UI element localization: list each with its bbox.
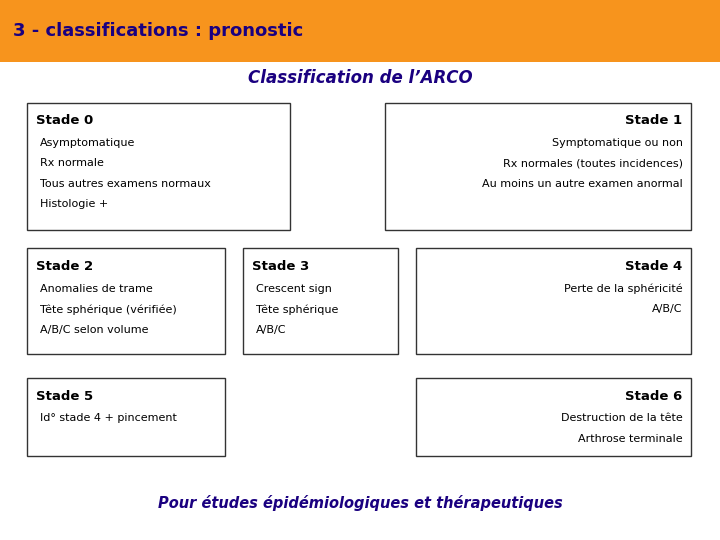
Text: Stade 4: Stade 4: [625, 260, 683, 273]
Text: Arthrose terminale: Arthrose terminale: [578, 434, 683, 444]
Text: A/B/C selon volume: A/B/C selon volume: [40, 325, 149, 335]
Text: Stade 1: Stade 1: [626, 114, 683, 127]
FancyBboxPatch shape: [416, 378, 691, 456]
Text: Rx normale: Rx normale: [40, 158, 104, 168]
Text: Pour études épidémiologiques et thérapeutiques: Pour études épidémiologiques et thérapeu…: [158, 495, 562, 511]
Text: Stade 2: Stade 2: [36, 260, 93, 273]
Text: 3 - classifications : pronostic: 3 - classifications : pronostic: [13, 22, 303, 40]
FancyBboxPatch shape: [27, 378, 225, 456]
Text: Histologie +: Histologie +: [40, 199, 109, 210]
FancyBboxPatch shape: [0, 0, 720, 62]
Text: Crescent sign: Crescent sign: [256, 284, 332, 294]
FancyBboxPatch shape: [385, 103, 691, 230]
Text: Tête sphérique (vérifiée): Tête sphérique (vérifiée): [40, 304, 177, 314]
FancyBboxPatch shape: [27, 248, 225, 354]
Text: Tous autres examens normaux: Tous autres examens normaux: [40, 179, 211, 189]
Text: Destruction de la tête: Destruction de la tête: [561, 413, 683, 423]
FancyBboxPatch shape: [416, 248, 691, 354]
Text: Stade 3: Stade 3: [252, 260, 310, 273]
Text: Anomalies de trame: Anomalies de trame: [40, 284, 153, 294]
FancyBboxPatch shape: [27, 103, 290, 230]
Text: Au moins un autre examen anormal: Au moins un autre examen anormal: [482, 179, 683, 189]
Text: Tête sphérique: Tête sphérique: [256, 304, 338, 314]
Text: A/B/C: A/B/C: [256, 325, 287, 335]
Text: Symptomatique ou non: Symptomatique ou non: [552, 138, 683, 148]
Text: Asymptomatique: Asymptomatique: [40, 138, 135, 148]
Text: Id° stade 4 + pincement: Id° stade 4 + pincement: [40, 413, 177, 423]
Text: Perte de la sphéricité: Perte de la sphéricité: [564, 284, 683, 294]
FancyBboxPatch shape: [243, 248, 398, 354]
Text: Classification de l’ARCO: Classification de l’ARCO: [248, 69, 472, 87]
Text: Stade 5: Stade 5: [36, 390, 93, 403]
Text: Rx normales (toutes incidences): Rx normales (toutes incidences): [503, 158, 683, 168]
Text: A/B/C: A/B/C: [652, 304, 683, 314]
Text: Stade 6: Stade 6: [625, 390, 683, 403]
Text: Stade 0: Stade 0: [36, 114, 94, 127]
